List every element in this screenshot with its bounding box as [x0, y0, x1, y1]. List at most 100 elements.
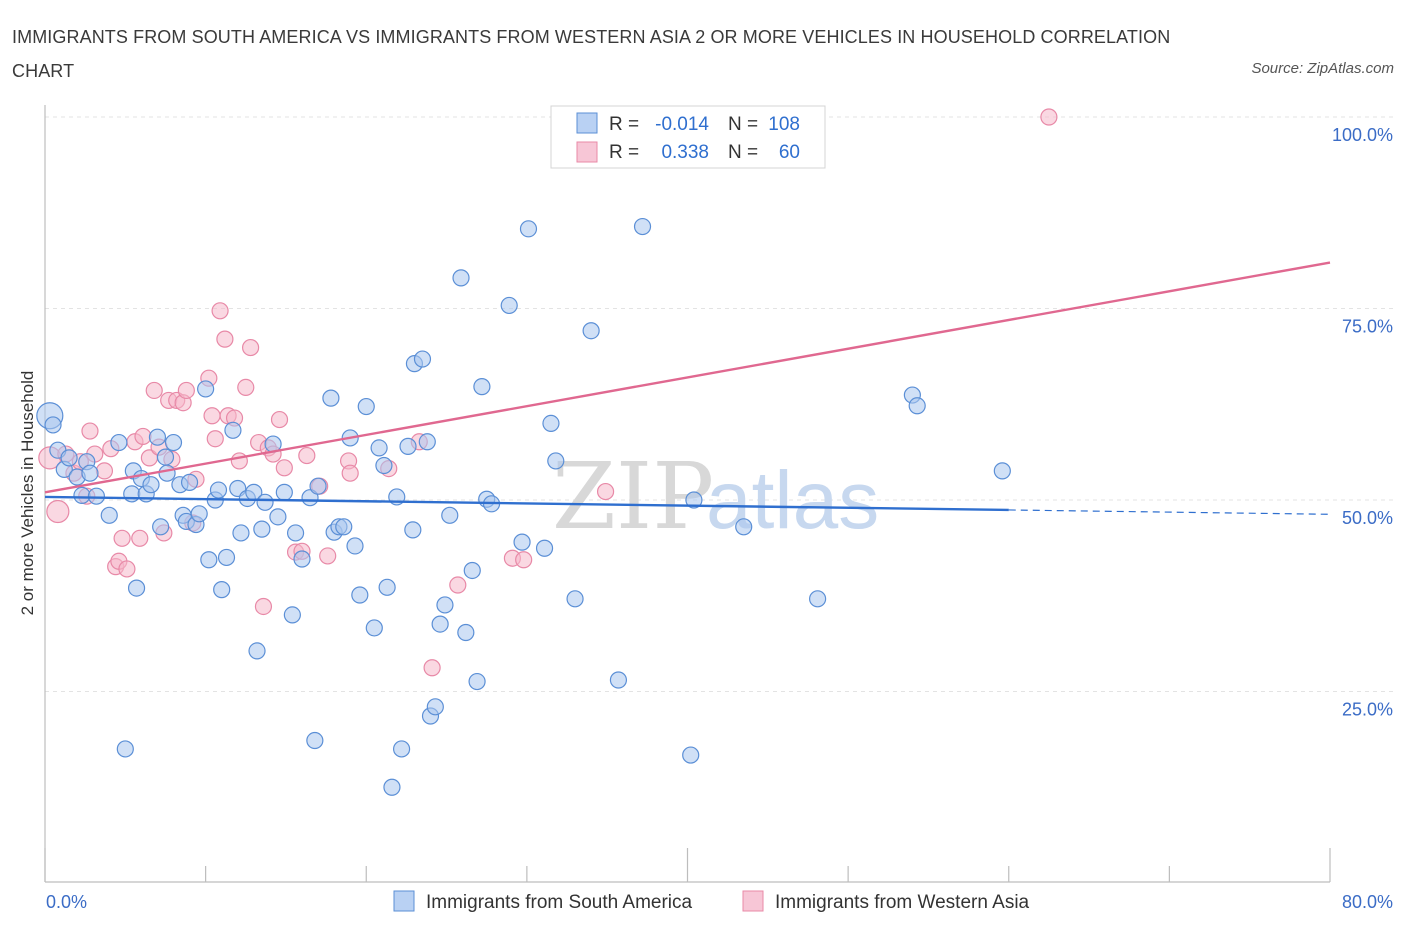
point-south-america [633, 217, 652, 236]
point-south-america [200, 551, 218, 569]
point-south-america [116, 740, 134, 758]
legend-r-value-blue: -0.014 [655, 114, 709, 135]
point-western-asia [118, 560, 136, 578]
point-south-america [152, 518, 170, 536]
legend-swatch-pink [576, 141, 598, 163]
point-south-america [685, 491, 703, 509]
point-south-america [418, 433, 436, 451]
point-western-asia [596, 482, 615, 501]
point-western-asia [423, 659, 441, 677]
point-south-america [306, 731, 324, 750]
legend-n-value-pink: 60 [779, 142, 800, 163]
legend-r-value-pink: 0.338 [661, 142, 709, 163]
point-south-america [60, 449, 78, 467]
point-south-america [253, 520, 271, 538]
legend-n-label-blue: N = [728, 114, 758, 135]
grid-layer [45, 116, 1393, 692]
point-south-america [256, 493, 274, 511]
point-south-america [335, 518, 353, 536]
point-south-america [100, 506, 118, 524]
point-south-america [44, 416, 62, 434]
point-western-asia [177, 381, 195, 400]
point-western-asia [449, 576, 467, 594]
x-ticks [44, 848, 1331, 882]
point-south-america [275, 483, 293, 501]
point-western-asia [46, 499, 70, 524]
trend-line-blue [44, 495, 1009, 512]
x-tick-label-min: 0.0% [46, 892, 87, 912]
point-south-america [309, 477, 327, 495]
point-western-asia [145, 381, 163, 400]
point-south-america [993, 462, 1011, 480]
point-south-america [370, 439, 388, 457]
point-south-america [346, 537, 364, 555]
point-south-america [351, 586, 369, 604]
point-western-asia [341, 464, 359, 482]
point-western-asia [270, 410, 289, 429]
point-south-america [158, 464, 176, 482]
trend-line-extension-blue [1008, 509, 1331, 515]
point-south-america [413, 350, 432, 368]
point-south-america [127, 579, 146, 597]
point-south-america [73, 486, 91, 505]
point-western-asia [319, 547, 337, 565]
bottom-legend-label-pink: Immigrants from Western Asia [775, 892, 1030, 913]
point-western-asia [1040, 108, 1058, 126]
point-south-america [399, 437, 417, 455]
y-axis-label: 2 or more Vehicles in Household [18, 371, 37, 616]
point-western-asia [81, 422, 99, 440]
point-south-america [500, 296, 518, 315]
point-south-america [468, 672, 486, 691]
point-south-america [224, 421, 242, 439]
point-south-america [404, 521, 422, 539]
point-south-america [426, 698, 444, 716]
chart-title: IMMIGRANTS FROM SOUTH AMERICA VS IMMIGRA… [12, 27, 1171, 81]
point-south-america [269, 508, 287, 526]
point-western-asia [131, 529, 149, 547]
point-south-america [283, 606, 301, 624]
point-south-america [156, 448, 175, 466]
legend-n-value-blue: 108 [768, 114, 800, 135]
y-tick-label: 75.0% [1342, 317, 1393, 337]
x-tick-label-max: 80.0% [1342, 892, 1393, 912]
bottom-legend-swatch-blue [393, 890, 415, 912]
point-western-asia [211, 302, 229, 320]
point-south-america [735, 518, 753, 536]
point-western-asia [254, 597, 273, 616]
point-south-america [164, 433, 183, 452]
point-south-america [217, 548, 236, 567]
point-south-america [452, 269, 470, 287]
legend-n-label-pink: N = [728, 142, 758, 163]
legend-r-label-pink: R = [609, 142, 639, 163]
point-western-asia [95, 462, 114, 480]
point-south-america [286, 524, 305, 542]
point-western-asia [237, 378, 255, 396]
point-western-asia [275, 459, 293, 477]
point-south-america [180, 473, 199, 491]
point-south-america [357, 397, 375, 416]
point-western-asia [113, 529, 131, 547]
point-south-america [383, 778, 401, 796]
point-south-america [535, 539, 554, 557]
point-south-america [457, 623, 475, 642]
point-south-america [87, 487, 106, 505]
point-south-america [513, 533, 531, 551]
point-south-america [375, 456, 393, 475]
point-south-america [908, 397, 926, 415]
point-south-america [293, 550, 311, 568]
bottom-legend: Immigrants from South America Immigrants… [393, 890, 1030, 913]
point-western-asia [230, 452, 248, 470]
point-south-america [142, 476, 160, 494]
point-south-america [682, 746, 700, 764]
point-south-america [110, 433, 128, 452]
point-western-asia [515, 551, 533, 569]
point-south-america [566, 590, 584, 608]
point-south-america [473, 378, 491, 396]
point-south-america [197, 380, 215, 398]
point-south-america [213, 581, 231, 599]
point-south-america [609, 671, 628, 689]
point-south-america [322, 389, 340, 407]
point-south-america [123, 485, 141, 503]
bottom-legend-swatch-pink [742, 890, 764, 912]
point-south-america [547, 452, 565, 470]
